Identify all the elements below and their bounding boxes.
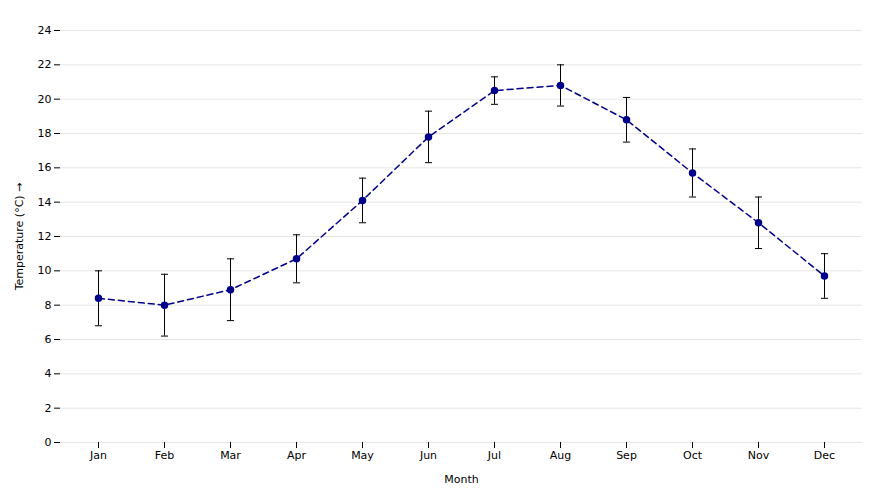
svg-text:16: 16 — [38, 161, 52, 174]
svg-text:Oct: Oct — [683, 449, 703, 462]
svg-text:May: May — [351, 449, 374, 462]
svg-text:0: 0 — [45, 436, 52, 449]
svg-text:8: 8 — [45, 299, 52, 312]
svg-text:4: 4 — [45, 367, 52, 380]
svg-text:Jun: Jun — [419, 449, 437, 462]
svg-text:22: 22 — [38, 58, 52, 71]
svg-text:14: 14 — [38, 196, 52, 209]
svg-text:20: 20 — [38, 93, 52, 106]
svg-text:24: 24 — [38, 24, 52, 37]
svg-text:Month: Month — [444, 473, 479, 486]
svg-text:Aug: Aug — [550, 449, 571, 462]
svg-text:Dec: Dec — [814, 449, 835, 462]
svg-text:Apr: Apr — [287, 449, 307, 462]
svg-text:10: 10 — [38, 264, 52, 277]
svg-text:18: 18 — [38, 127, 52, 140]
svg-text:Mar: Mar — [220, 449, 241, 462]
svg-text:Jul: Jul — [487, 449, 501, 462]
svg-text:6: 6 — [45, 333, 52, 346]
svg-text:Sep: Sep — [616, 449, 637, 462]
svg-text:Nov: Nov — [748, 449, 770, 462]
svg-text:Feb: Feb — [155, 449, 174, 462]
svg-text:12: 12 — [38, 230, 52, 243]
svg-text:Temperature (°C) →: Temperature (°C) → — [13, 183, 26, 292]
svg-text:Jan: Jan — [89, 449, 107, 462]
svg-text:2: 2 — [45, 402, 52, 415]
